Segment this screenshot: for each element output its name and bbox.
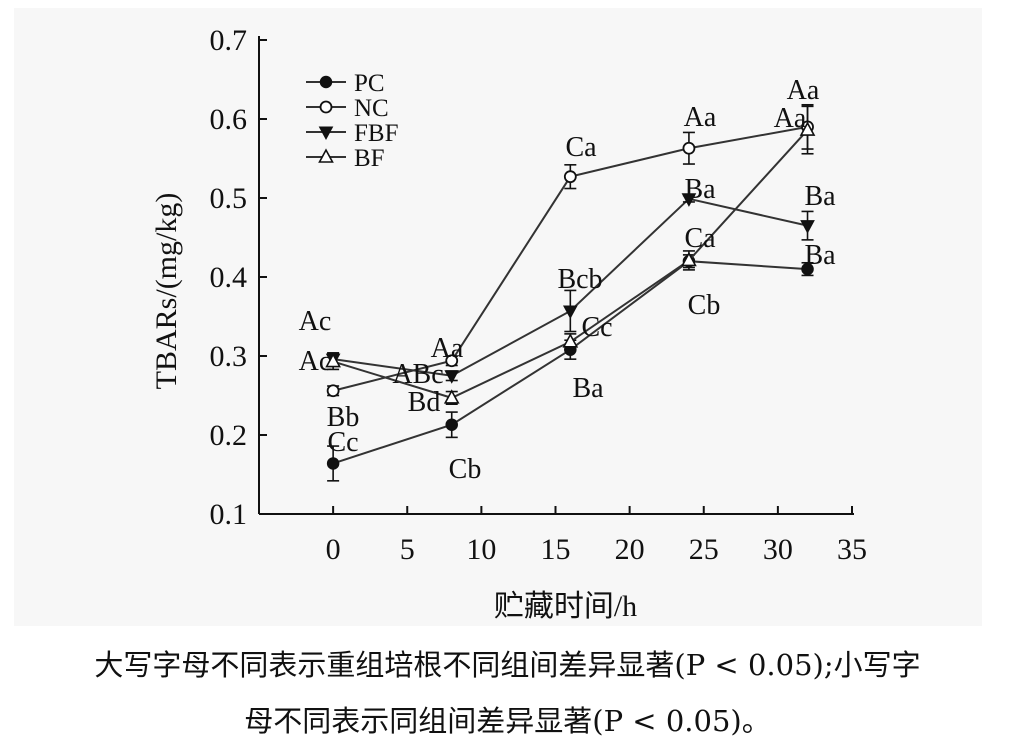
caption-line-1: 大写字母不同表示重组培根不同组间差异显著(P < 0.05);小写字 <box>94 648 921 682</box>
x-axis-label: 贮藏时间/h <box>494 590 637 623</box>
significance-label: Aa <box>787 75 820 106</box>
y-tick-label: 0.1 <box>210 498 248 531</box>
significance-label: Ba <box>572 373 604 404</box>
data-point-nc <box>563 170 577 184</box>
significance-label: Ca <box>684 223 716 254</box>
significance-label: Aa <box>431 333 464 364</box>
chart-area: 0.1 0.2 0.3 0.4 0.5 0.6 0.7 0 5 10 15 20 25 30 35 贮藏时间/… <box>14 8 982 626</box>
legend-label-fbf: FBF <box>354 120 398 147</box>
legend-marker-fbf <box>318 126 334 141</box>
legend-label-pc: PC <box>354 70 385 97</box>
y-tick-label: 0.5 <box>210 182 248 215</box>
x-tick-label: 25 <box>689 533 719 566</box>
significance-label: Cc <box>581 312 612 343</box>
significance-label: Bd <box>408 387 441 418</box>
caption-line-2: 母不同表示同组间差异显著(P < 0.05)。 <box>244 704 771 738</box>
data-point-fbf <box>444 370 460 384</box>
data-point-bf <box>562 333 579 348</box>
x-tick-label: 20 <box>615 533 645 566</box>
data-point-pc <box>445 418 458 431</box>
data-point-bf <box>325 352 341 368</box>
legend-label-nc: NC <box>354 95 389 122</box>
significance-label: Ba <box>804 181 836 212</box>
x-tick-label: 0 <box>326 533 341 566</box>
data-point-fbf <box>562 305 578 320</box>
data-point-nc <box>326 384 340 398</box>
x-tick-label: 30 <box>763 533 793 566</box>
x-tick-label: 10 <box>466 533 496 566</box>
y-tick-label: 0.3 <box>210 340 248 373</box>
data-point-bf <box>681 251 697 267</box>
data-point-fbf <box>681 193 697 207</box>
significance-label: ABc <box>392 359 443 390</box>
significance-label: Bb <box>327 402 360 433</box>
y-tick-label: 0.7 <box>210 24 248 57</box>
x-tick-label: 35 <box>837 533 867 566</box>
significance-label: Cc <box>327 427 358 458</box>
significance-label: Aa <box>684 102 717 133</box>
significance-label: Cb <box>688 290 721 321</box>
significance-label: Ac <box>299 306 332 337</box>
legend-marker-bf <box>318 148 334 163</box>
data-point-nc <box>682 141 696 155</box>
data-point-nc <box>445 354 459 368</box>
significance-label: Cb <box>449 454 482 485</box>
x-tick-label: 5 <box>400 533 415 566</box>
legend-marker-pc <box>319 75 333 89</box>
significance-label: Ba <box>684 174 716 205</box>
data-point-bf <box>799 121 816 136</box>
significance-label: Bcb <box>557 264 602 295</box>
significance-label: Ca <box>565 132 597 163</box>
data-point-pc <box>801 262 814 276</box>
legend-marker-nc <box>319 100 333 114</box>
data-point-bf <box>443 389 460 404</box>
significance-label: Ba <box>804 240 836 271</box>
significance-label: Ac <box>299 346 332 377</box>
significance-label: Aa <box>774 103 807 134</box>
y-tick-label: 0.6 <box>210 103 248 136</box>
x-tick-label: 15 <box>541 533 571 566</box>
y-axis-label: TBARs/(mg/kg) <box>150 193 183 390</box>
data-point-pc <box>326 457 340 470</box>
legend-label-bf: BF <box>354 145 385 172</box>
data-point-fbf <box>800 220 815 234</box>
tbars-line-chart: 0.1 0.2 0.3 0.4 0.5 0.6 0.7 0 5 10 15 20 25 30 35 贮藏时间/… <box>150 24 867 623</box>
y-tick-label: 0.2 <box>210 419 248 452</box>
y-tick-label: 0.4 <box>210 261 248 294</box>
